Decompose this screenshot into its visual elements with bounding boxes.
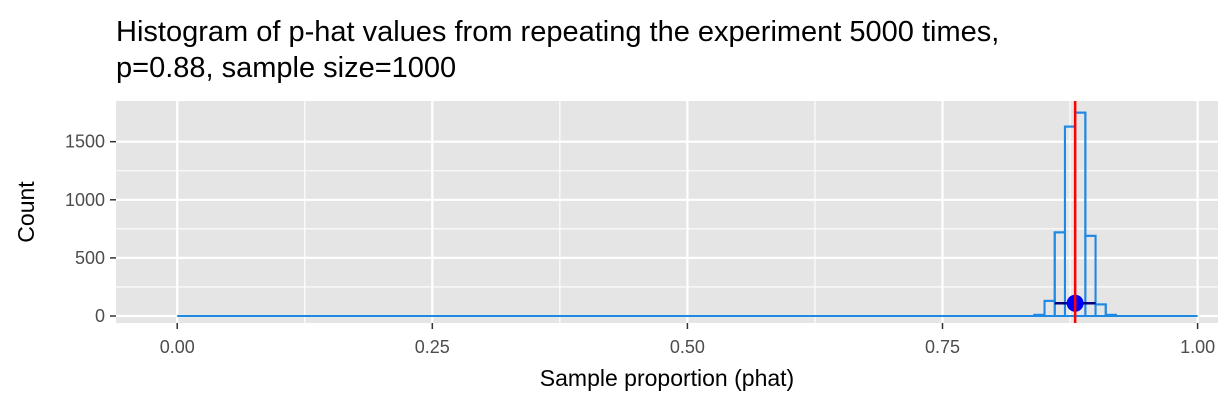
x-tick-label: 0.00 [160,337,195,357]
chart-title-line-1: Histogram of p-hat values from repeating… [116,16,1000,48]
x-tick-label: 0.75 [925,337,960,357]
overlay-marks [1054,101,1096,323]
x-axis: 0.00 0.25 0.50 0.75 1.00 [160,323,1215,357]
x-tick-label: 0.25 [415,337,450,357]
x-tick-label: 0.50 [670,337,705,357]
histogram-bar [1084,234,1097,318]
histogram-bar [1033,313,1046,318]
chart-title-line-2: p=0.88, sample size=1000 [116,52,457,84]
y-tick-label: 0 [95,306,105,326]
y-axis: 0 500 1000 1500 [65,132,116,326]
grid-minor [116,101,1218,323]
y-tick-label: 1000 [65,190,105,210]
y-axis-title: Count [13,181,39,243]
histogram-bar [1104,313,1117,318]
x-tick-label: 1.00 [1180,337,1215,357]
plot-panel [116,101,1218,323]
y-tick-label: 500 [75,248,105,268]
y-tick-label: 1500 [65,132,105,152]
histogram-bar [1094,303,1107,318]
x-axis-title: Sample proportion (phat) [540,365,794,391]
